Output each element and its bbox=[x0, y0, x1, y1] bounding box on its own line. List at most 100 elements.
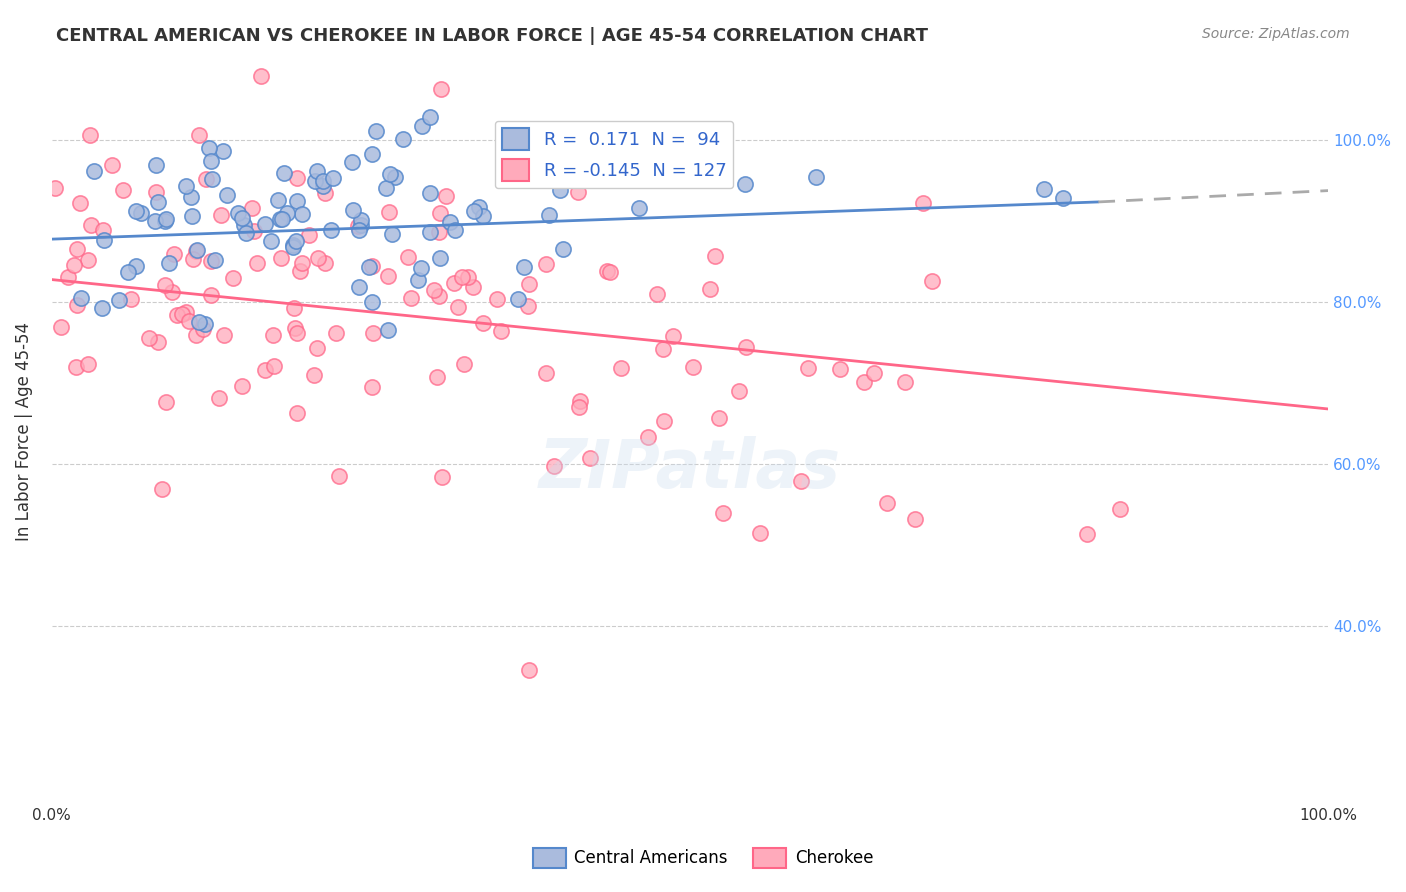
Point bbox=[432, 470, 454, 484]
Point bbox=[419, 111, 441, 125]
Point bbox=[912, 195, 935, 210]
Point bbox=[226, 206, 249, 220]
Point bbox=[145, 158, 167, 172]
Point bbox=[347, 280, 370, 294]
Point bbox=[125, 203, 148, 218]
Point bbox=[314, 256, 336, 270]
Point bbox=[153, 277, 176, 292]
Point bbox=[396, 251, 419, 265]
Point bbox=[381, 227, 404, 242]
Point bbox=[160, 285, 183, 300]
Point bbox=[194, 172, 217, 186]
Point bbox=[380, 167, 402, 181]
Point bbox=[56, 269, 79, 284]
Point bbox=[174, 178, 197, 193]
Point bbox=[451, 270, 474, 285]
Point bbox=[107, 293, 129, 307]
Point bbox=[146, 335, 169, 350]
Point bbox=[298, 227, 321, 242]
Point bbox=[83, 164, 105, 178]
Legend: Central Americans, Cherokee: Central Americans, Cherokee bbox=[526, 841, 880, 875]
Point bbox=[444, 223, 467, 237]
Point bbox=[553, 242, 575, 256]
Point bbox=[246, 255, 269, 269]
Point bbox=[212, 144, 235, 158]
Point bbox=[281, 238, 304, 252]
Point bbox=[304, 368, 326, 383]
Point bbox=[863, 366, 886, 380]
Point bbox=[188, 128, 211, 142]
Point bbox=[904, 512, 927, 526]
Point bbox=[63, 258, 86, 272]
Point bbox=[536, 366, 558, 380]
Point bbox=[569, 393, 592, 408]
Point bbox=[191, 322, 214, 336]
Point bbox=[921, 274, 943, 288]
Point bbox=[429, 206, 451, 220]
Point bbox=[361, 326, 384, 340]
Point bbox=[150, 482, 173, 496]
Point bbox=[163, 247, 186, 261]
Point bbox=[222, 270, 245, 285]
Point bbox=[174, 304, 197, 318]
Point bbox=[70, 292, 93, 306]
Point bbox=[179, 314, 201, 328]
Point bbox=[253, 218, 276, 232]
Point bbox=[828, 362, 851, 376]
Point bbox=[359, 260, 381, 275]
Point bbox=[699, 282, 721, 296]
Point bbox=[419, 226, 441, 240]
Point bbox=[645, 287, 668, 301]
Point bbox=[472, 209, 495, 223]
Point bbox=[409, 260, 432, 275]
Point bbox=[486, 292, 509, 306]
Point bbox=[598, 145, 620, 160]
Point bbox=[146, 195, 169, 210]
Point bbox=[443, 277, 465, 291]
Point bbox=[91, 223, 114, 237]
Point bbox=[262, 327, 284, 342]
Point bbox=[291, 207, 314, 221]
Point bbox=[233, 218, 256, 232]
Point bbox=[325, 326, 347, 341]
Point bbox=[77, 358, 100, 372]
Point bbox=[609, 360, 631, 375]
Point bbox=[285, 194, 308, 208]
Point bbox=[595, 264, 617, 278]
Point bbox=[513, 260, 536, 274]
Point bbox=[391, 132, 413, 146]
Point bbox=[652, 414, 675, 428]
Point bbox=[804, 170, 827, 185]
Point bbox=[250, 69, 273, 83]
Point bbox=[893, 375, 915, 389]
Point bbox=[322, 171, 344, 186]
Point bbox=[361, 147, 384, 161]
Point bbox=[65, 297, 87, 311]
Point bbox=[517, 277, 540, 292]
Point bbox=[307, 251, 329, 265]
Point bbox=[166, 308, 188, 322]
Point bbox=[652, 343, 675, 357]
Point bbox=[797, 360, 820, 375]
Point bbox=[260, 234, 283, 248]
Point bbox=[273, 166, 295, 180]
Point bbox=[419, 186, 441, 201]
Point bbox=[328, 469, 350, 483]
Point bbox=[143, 214, 166, 228]
Point bbox=[423, 283, 446, 297]
Point bbox=[377, 205, 399, 219]
Point bbox=[155, 212, 177, 227]
Point bbox=[304, 174, 326, 188]
Point bbox=[285, 326, 308, 341]
Point bbox=[538, 208, 561, 222]
Point bbox=[749, 526, 772, 541]
Point bbox=[197, 141, 219, 155]
Point bbox=[342, 155, 364, 169]
Point bbox=[471, 317, 494, 331]
Point bbox=[208, 391, 231, 405]
Point bbox=[384, 170, 406, 185]
Point bbox=[284, 321, 307, 335]
Point bbox=[375, 181, 398, 195]
Point bbox=[1033, 182, 1056, 196]
Point bbox=[69, 196, 91, 211]
